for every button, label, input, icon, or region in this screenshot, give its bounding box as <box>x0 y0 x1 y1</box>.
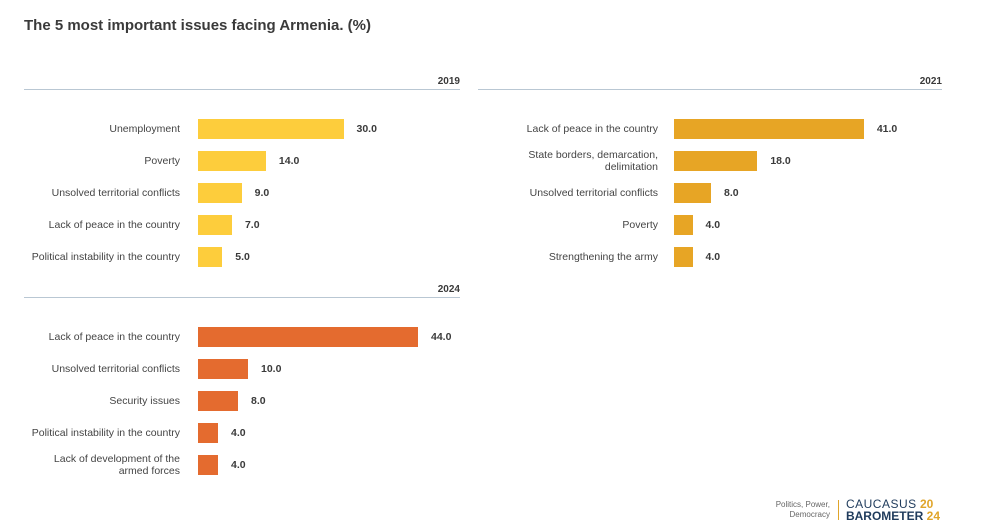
chart-title: The 5 most important issues facing Armen… <box>24 17 372 34</box>
category-label: Strengthening the army <box>548 251 658 263</box>
bar <box>198 215 232 235</box>
category-label: Unemployment <box>109 123 180 135</box>
bar-row: Lack of peace in the country 41.0 <box>478 118 942 140</box>
bar-row: State borders, demarcation, delimitation… <box>478 149 942 173</box>
panel-year-label: 2019 <box>437 76 460 87</box>
bar <box>674 183 712 203</box>
category-label: Lack of peace in the country <box>48 331 180 343</box>
chart-panel-2019: 2019 Unemployment 30.0 Poverty 14.0 Unsolved … <box>24 76 460 278</box>
category-label: Unsolved territorial conflicts <box>51 363 180 375</box>
bar-row: Political instability in the country 4.0 <box>24 422 460 444</box>
value-label: 7.0 <box>244 219 260 231</box>
value-label: 41.0 <box>876 123 898 135</box>
bar-row: Security issues 8.0 <box>24 390 460 412</box>
value-label: 4.0 <box>231 427 246 439</box>
bar <box>198 151 266 171</box>
value-label: 9.0 <box>254 187 270 199</box>
footer-tagline: Politics, Power, Democracy <box>776 500 839 520</box>
category-label: Security issues <box>109 395 180 407</box>
bar-row: Lack of development of the armed forces 4… <box>24 453 460 477</box>
bar <box>674 151 758 171</box>
bar-row: Poverty 4.0 <box>478 214 942 236</box>
category-label: Poverty <box>144 155 180 167</box>
category-label: State borders, demarcation, delimitation <box>528 149 658 173</box>
panel-year-label: 2021 <box>919 76 942 87</box>
value-label: 4.0 <box>705 251 721 263</box>
bar-row: Unsolved territorial conflicts 9.0 <box>24 182 460 204</box>
tagline-line-1: Politics, Power, <box>775 500 830 509</box>
panel-year-label: 2024 <box>437 284 460 295</box>
bar-row: Poverty 14.0 <box>24 150 460 172</box>
bar <box>198 183 242 203</box>
category-label: Lack of peace in the country <box>526 123 658 135</box>
bar <box>674 247 693 267</box>
logo-year-1: 20 <box>919 497 934 511</box>
bar-row: Political instability in the country 5.0 <box>24 246 460 268</box>
panel-divider <box>24 89 460 90</box>
value-label: 44.0 <box>431 331 452 343</box>
bar <box>198 247 223 267</box>
chart-panel-2024: 2024 Lack of peace in the country 44.0 Unso… <box>24 284 460 486</box>
bar-row: Lack of peace in the country 7.0 <box>24 214 460 236</box>
bar <box>198 391 238 411</box>
bar <box>198 359 248 379</box>
bar-row: Strengthening the army 4.0 <box>478 246 942 268</box>
bar-row: Unemployment 30.0 <box>24 118 460 140</box>
category-label: Unsolved territorial conflicts <box>51 187 180 199</box>
tagline-line-2: Democracy <box>789 510 830 519</box>
value-label: 4.0 <box>705 219 721 231</box>
bar <box>674 119 864 139</box>
bar-row: Unsolved territorial conflicts 8.0 <box>478 182 942 204</box>
logo-word-2: BAROMETER <box>845 509 924 523</box>
logo-year-2: 24 <box>926 509 940 523</box>
bar <box>198 455 218 475</box>
value-label: 5.0 <box>235 251 250 263</box>
panel-divider <box>24 297 460 298</box>
chart-panel-2021: 2021 Lack of peace in the country 41.0 Stat… <box>478 76 942 278</box>
bar-row: Unsolved territorial conflicts 10.0 <box>24 358 460 380</box>
category-label: Unsolved territorial conflicts <box>529 187 658 199</box>
category-label: Lack of peace in the country <box>48 219 180 231</box>
bar <box>674 215 693 235</box>
bar <box>198 327 418 347</box>
value-label: 18.0 <box>770 155 791 167</box>
value-label: 10.0 <box>261 363 282 375</box>
bar <box>198 423 218 443</box>
value-label: 14.0 <box>278 155 300 167</box>
bar-row: Lack of peace in the country 44.0 <box>24 326 460 348</box>
value-label: 8.0 <box>251 395 266 407</box>
value-label: 30.0 <box>356 123 377 135</box>
caucasus-barometer-logo: CAUCASUS 20 BAROMETER 24 <box>846 498 940 522</box>
category-label: Lack of development of the armed forces <box>53 453 180 477</box>
value-label: 4.0 <box>231 459 246 471</box>
bar <box>198 119 344 139</box>
footer-logo: Politics, Power, Democracy CAUCASUS 20 B… <box>776 498 940 522</box>
logo-word-1: CAUCASUS <box>845 497 917 511</box>
category-label: Political instability in the country <box>31 251 180 263</box>
value-label: 8.0 <box>724 187 739 199</box>
panel-divider <box>478 89 942 90</box>
category-label: Poverty <box>622 219 658 231</box>
category-label: Political instability in the country <box>31 427 180 439</box>
